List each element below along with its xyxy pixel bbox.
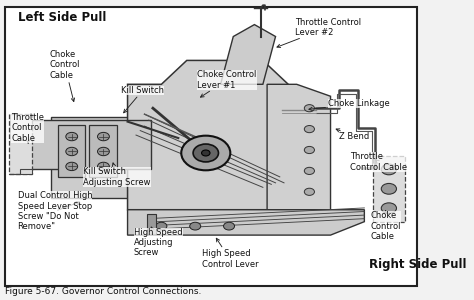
- FancyBboxPatch shape: [20, 120, 151, 169]
- Polygon shape: [128, 210, 365, 235]
- Circle shape: [98, 147, 109, 156]
- Bar: [146, 214, 156, 234]
- Text: Throttle
Control Cable: Throttle Control Cable: [349, 152, 407, 172]
- Bar: [58, 124, 85, 177]
- Circle shape: [193, 144, 219, 162]
- Text: Right Side Pull: Right Side Pull: [369, 259, 466, 272]
- Circle shape: [304, 125, 314, 133]
- Text: High Speed
Adjusting
Screw: High Speed Adjusting Screw: [134, 227, 182, 257]
- Text: Choke Control
Lever #1: Choke Control Lever #1: [197, 70, 257, 97]
- Circle shape: [66, 162, 78, 171]
- Bar: [373, 156, 404, 222]
- Polygon shape: [267, 84, 330, 210]
- Circle shape: [181, 136, 230, 170]
- Circle shape: [304, 188, 314, 195]
- Circle shape: [381, 183, 396, 194]
- Text: Throttle Control
Lever #2: Throttle Control Lever #2: [277, 18, 361, 47]
- Polygon shape: [128, 60, 288, 210]
- Circle shape: [190, 222, 201, 230]
- Circle shape: [66, 132, 78, 141]
- Circle shape: [224, 222, 235, 230]
- Circle shape: [98, 162, 109, 171]
- Text: High Speed
Control Lever: High Speed Control Lever: [201, 238, 258, 269]
- Text: Throttle
Control
Cable: Throttle Control Cable: [11, 113, 44, 143]
- Circle shape: [381, 203, 396, 214]
- Circle shape: [98, 132, 109, 141]
- Polygon shape: [220, 25, 275, 84]
- Bar: [90, 124, 117, 177]
- Text: Kill Switch: Kill Switch: [121, 86, 164, 113]
- Bar: [52, 117, 130, 198]
- Circle shape: [156, 222, 167, 230]
- Text: Dual Control High
Speed Lever Stop
Screw "Do Not
Remove": Dual Control High Speed Lever Stop Screw…: [18, 191, 92, 231]
- Circle shape: [66, 147, 78, 156]
- Text: Figure 5-67. Governor Control Connections.: Figure 5-67. Governor Control Connection…: [5, 287, 201, 296]
- Text: Kill Switch
Adjusting Screw: Kill Switch Adjusting Screw: [83, 163, 151, 187]
- Circle shape: [304, 167, 314, 175]
- Text: Choke
Control
Cable: Choke Control Cable: [371, 211, 401, 241]
- Text: Choke
Control
Cable: Choke Control Cable: [49, 50, 80, 101]
- Text: Choke Linkage: Choke Linkage: [309, 99, 390, 111]
- Text: Left Side Pull: Left Side Pull: [18, 11, 106, 24]
- Circle shape: [304, 146, 314, 154]
- Bar: [9, 114, 32, 174]
- Circle shape: [381, 164, 396, 175]
- Text: Z Bend: Z Bend: [336, 129, 369, 141]
- Polygon shape: [9, 169, 32, 174]
- Circle shape: [304, 105, 314, 112]
- Circle shape: [201, 150, 210, 156]
